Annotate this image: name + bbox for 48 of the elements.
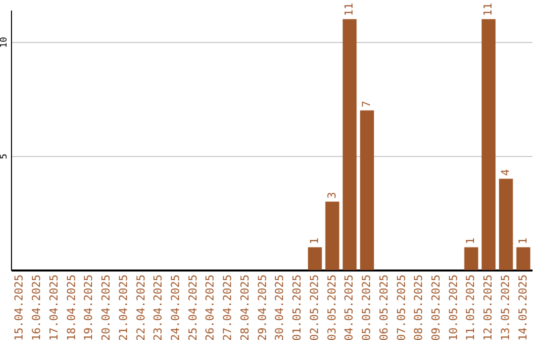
data-label: 11: [342, 2, 356, 16]
x-tick-label: 14.05.2025: [516, 274, 530, 340]
x-tick-label: 26.04.2025: [204, 274, 217, 340]
x-tick-label: 17.04.2025: [47, 274, 60, 340]
x-tick-label: 06.05.2025: [377, 274, 390, 340]
y-tick-label: 10: [0, 37, 10, 48]
bar: [482, 19, 496, 270]
x-tick-label: 15.04.2025: [12, 274, 26, 340]
bar: [499, 178, 513, 270]
x-tick-label: 02.05.2025: [308, 274, 321, 340]
x-tick-label: 22.04.2025: [134, 274, 148, 340]
data-label: 11: [482, 2, 495, 16]
x-tick-label: 07.05.2025: [394, 274, 408, 340]
x-tick-label: 04.05.2025: [342, 274, 356, 340]
x-tick-label: 28.04.2025: [238, 274, 252, 340]
x-tick-label: 11.05.2025: [464, 274, 478, 340]
x-tick-label: 27.04.2025: [221, 274, 234, 340]
bar: [342, 19, 357, 270]
data-label: 7: [360, 100, 374, 108]
y-tick-label: 5: [0, 154, 10, 160]
x-tick-label: 05.05.2025: [360, 274, 374, 340]
data-label: 4: [498, 168, 512, 176]
bar: [308, 247, 322, 270]
data-label: 3: [325, 192, 338, 199]
x-tick-label: 23.04.2025: [152, 274, 165, 340]
x-tick-label: 03.05.2025: [325, 274, 338, 340]
bar: [516, 247, 530, 270]
x-tick-label: 13.05.2025: [498, 274, 512, 340]
x-tick-label: 08.05.2025: [412, 274, 426, 340]
bar: [325, 202, 340, 270]
x-tick-label: 20.04.2025: [100, 274, 113, 340]
x-tick-label: 24.04.2025: [168, 274, 182, 340]
data-label: 1: [308, 238, 321, 244]
x-tick-label: 30.04.2025: [273, 274, 286, 340]
bar: [360, 110, 374, 270]
x-tick-label: 18.04.2025: [64, 274, 78, 340]
data-label: 1: [516, 238, 530, 244]
x-tick-label: 21.04.2025: [116, 274, 130, 340]
x-tick-label: 12.05.2025: [482, 274, 495, 340]
x-tick-label: 29.04.2025: [256, 274, 269, 340]
x-tick-label: 25.04.2025: [186, 274, 200, 340]
x-tick-label: 19.04.2025: [82, 274, 96, 340]
x-tick-label: 09.05.2025: [429, 274, 442, 340]
x-tick-label: 01.05.2025: [290, 274, 304, 340]
data-label: 1: [464, 238, 478, 244]
x-tick-label: 10.05.2025: [446, 274, 460, 340]
x-tick-label: 16.04.2025: [30, 274, 44, 340]
bar: [464, 247, 478, 270]
